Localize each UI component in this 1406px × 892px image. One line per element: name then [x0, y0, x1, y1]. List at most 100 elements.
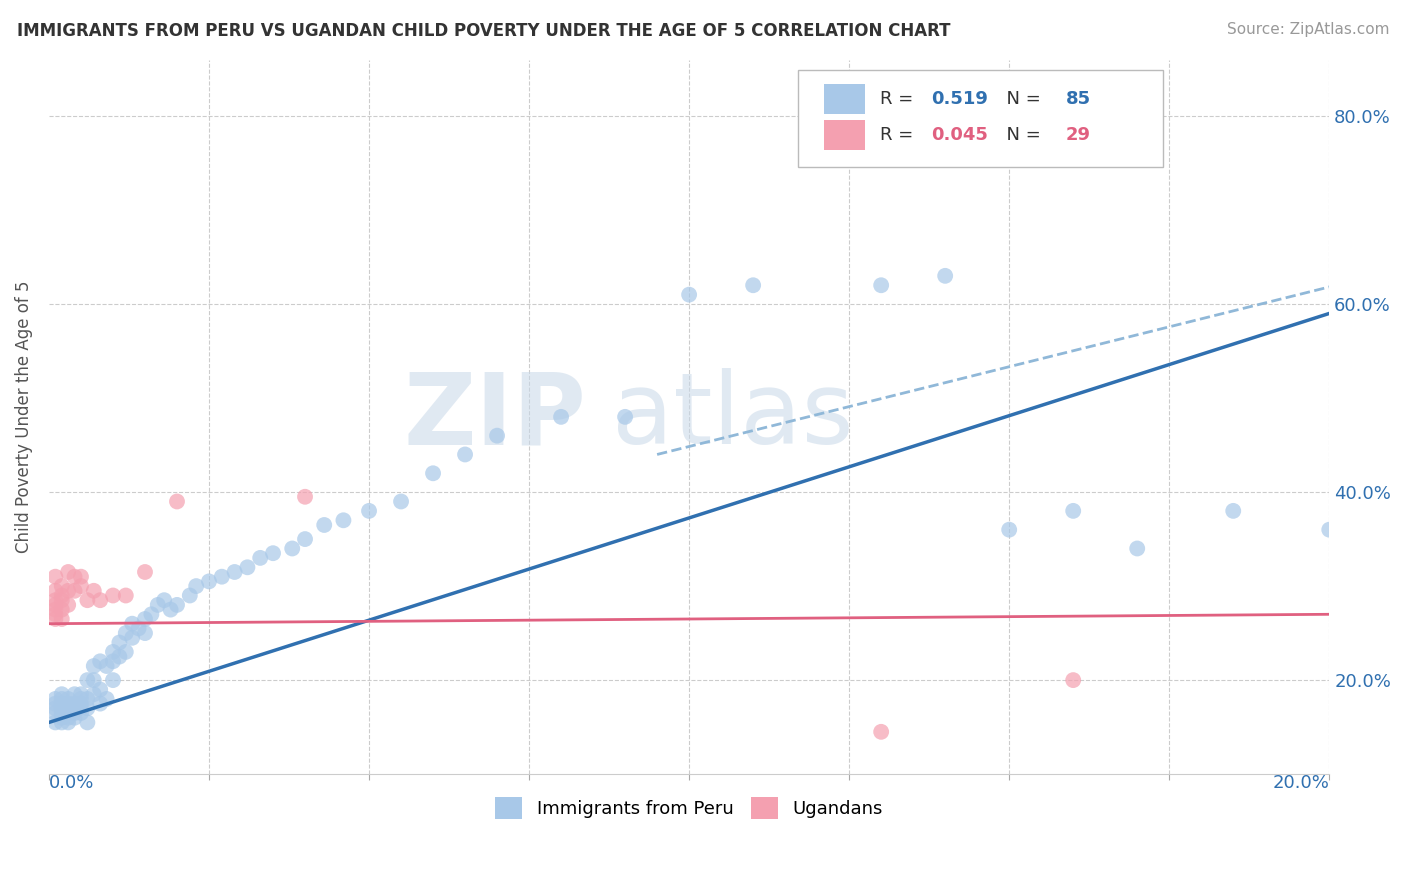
Point: [83, 659, 105, 673]
Point: [56, 692, 79, 706]
Point: [70, 687, 93, 701]
Point: [1317, 523, 1340, 537]
Point: [56, 706, 79, 720]
Text: 0.0%: 0.0%: [49, 774, 94, 792]
Point: [166, 494, 188, 508]
Point: [159, 602, 181, 616]
Point: [44, 602, 66, 616]
Point: [70, 579, 93, 593]
Point: [211, 570, 233, 584]
Point: [51, 593, 73, 607]
Point: [76, 673, 98, 687]
Point: [101, 589, 124, 603]
Point: [134, 612, 156, 626]
Point: [51, 715, 73, 730]
Text: 0.045: 0.045: [931, 126, 988, 144]
Point: [51, 701, 73, 715]
Point: [114, 589, 136, 603]
Point: [128, 621, 150, 635]
Point: [51, 602, 73, 616]
Point: [236, 560, 259, 574]
Point: [998, 523, 1021, 537]
Point: [101, 673, 124, 687]
Point: [44, 692, 66, 706]
Point: [70, 706, 93, 720]
Point: [51, 612, 73, 626]
Point: [44, 593, 66, 607]
Point: [134, 565, 156, 579]
Point: [357, 504, 380, 518]
Point: [76, 692, 98, 706]
Point: [870, 278, 893, 293]
Point: [51, 589, 73, 603]
Point: [44, 701, 66, 715]
Point: [101, 645, 124, 659]
Point: [179, 589, 201, 603]
Point: [83, 673, 105, 687]
Point: [332, 513, 354, 527]
Text: R =: R =: [880, 90, 920, 108]
Point: [51, 579, 73, 593]
Point: [114, 626, 136, 640]
Point: [44, 715, 66, 730]
Point: [51, 706, 73, 720]
Point: [56, 711, 79, 725]
Point: [186, 579, 208, 593]
Point: [51, 692, 73, 706]
Point: [51, 711, 73, 725]
Point: [63, 697, 86, 711]
Point: [70, 701, 93, 715]
Point: [742, 278, 765, 293]
Point: [89, 593, 111, 607]
Text: ZIP: ZIP: [404, 368, 586, 466]
Text: N =: N =: [995, 90, 1046, 108]
Point: [89, 682, 111, 697]
Point: [166, 598, 188, 612]
Point: [70, 570, 93, 584]
Point: [44, 570, 66, 584]
Point: [76, 715, 98, 730]
Point: [44, 583, 66, 598]
Point: [550, 409, 572, 424]
Point: [1222, 504, 1244, 518]
Point: [56, 598, 79, 612]
Point: [314, 518, 336, 533]
Point: [486, 428, 509, 442]
Text: IMMIGRANTS FROM PERU VS UGANDAN CHILD POVERTY UNDER THE AGE OF 5 CORRELATION CHA: IMMIGRANTS FROM PERU VS UGANDAN CHILD PO…: [17, 22, 950, 40]
Text: R =: R =: [880, 126, 920, 144]
Point: [422, 467, 444, 481]
Point: [294, 532, 316, 546]
Point: [89, 654, 111, 668]
Point: [101, 654, 124, 668]
Point: [121, 631, 143, 645]
Point: [146, 598, 169, 612]
Point: [56, 715, 79, 730]
Point: [83, 583, 105, 598]
Text: N =: N =: [995, 126, 1046, 144]
Point: [44, 697, 66, 711]
Point: [1062, 673, 1084, 687]
FancyBboxPatch shape: [824, 120, 865, 150]
Point: [281, 541, 304, 556]
Point: [63, 570, 86, 584]
Point: [141, 607, 163, 622]
Point: [63, 706, 86, 720]
Point: [51, 697, 73, 711]
Point: [89, 697, 111, 711]
Point: [1062, 504, 1084, 518]
Point: [389, 494, 412, 508]
Point: [614, 409, 637, 424]
Text: atlas: atlas: [612, 368, 853, 466]
Point: [96, 659, 118, 673]
Point: [56, 697, 79, 711]
Point: [121, 616, 143, 631]
Point: [108, 635, 131, 649]
Point: [63, 711, 86, 725]
Point: [870, 724, 893, 739]
Point: [63, 701, 86, 715]
Point: [1126, 541, 1149, 556]
Point: [934, 268, 956, 283]
Legend: Immigrants from Peru, Ugandans: Immigrants from Peru, Ugandans: [488, 789, 890, 826]
Point: [44, 706, 66, 720]
Point: [56, 701, 79, 715]
